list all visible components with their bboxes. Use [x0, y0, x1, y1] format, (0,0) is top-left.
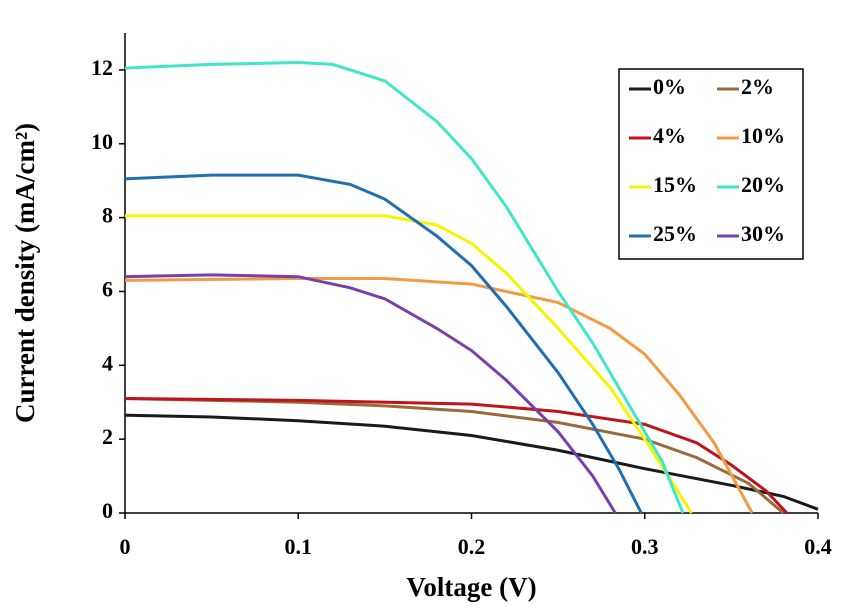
legend-label: 0% [653, 74, 686, 99]
series-line [124, 397, 785, 515]
x-tick-label: 0.3 [631, 534, 659, 559]
series-line [124, 277, 754, 514]
y-tick-label: 4 [102, 350, 113, 375]
legend-label: 2% [741, 74, 774, 99]
series-line [124, 273, 617, 514]
x-tick-label: 0 [120, 534, 131, 559]
y-tick-label: 6 [102, 277, 113, 302]
series-line [124, 173, 643, 514]
series-line [125, 214, 693, 514]
y-tick-label: 0 [102, 498, 113, 523]
y-tick-label: 2 [102, 424, 113, 449]
series-line [124, 397, 788, 515]
legend-label: 15% [653, 172, 697, 197]
y-tick-label: 12 [91, 55, 113, 80]
x-axis-title: Voltage (V) [406, 572, 536, 602]
y-tick-label: 8 [102, 203, 113, 228]
legend-box [618, 68, 804, 260]
x-tick-label: 0.1 [285, 534, 313, 559]
x-tick-label: 0.4 [804, 534, 832, 559]
legend-label: 20% [741, 172, 785, 197]
legend-label: 4% [653, 123, 686, 148]
x-tick-label: 0.2 [458, 534, 486, 559]
legend-label: 10% [741, 123, 785, 148]
legend-label: 30% [741, 221, 785, 246]
legend-label: 25% [653, 221, 697, 246]
series-line [124, 413, 819, 511]
series-line [124, 61, 685, 514]
y-tick-label: 10 [91, 129, 113, 154]
y-axis-title: Current density (mA/cm²) [10, 123, 40, 423]
